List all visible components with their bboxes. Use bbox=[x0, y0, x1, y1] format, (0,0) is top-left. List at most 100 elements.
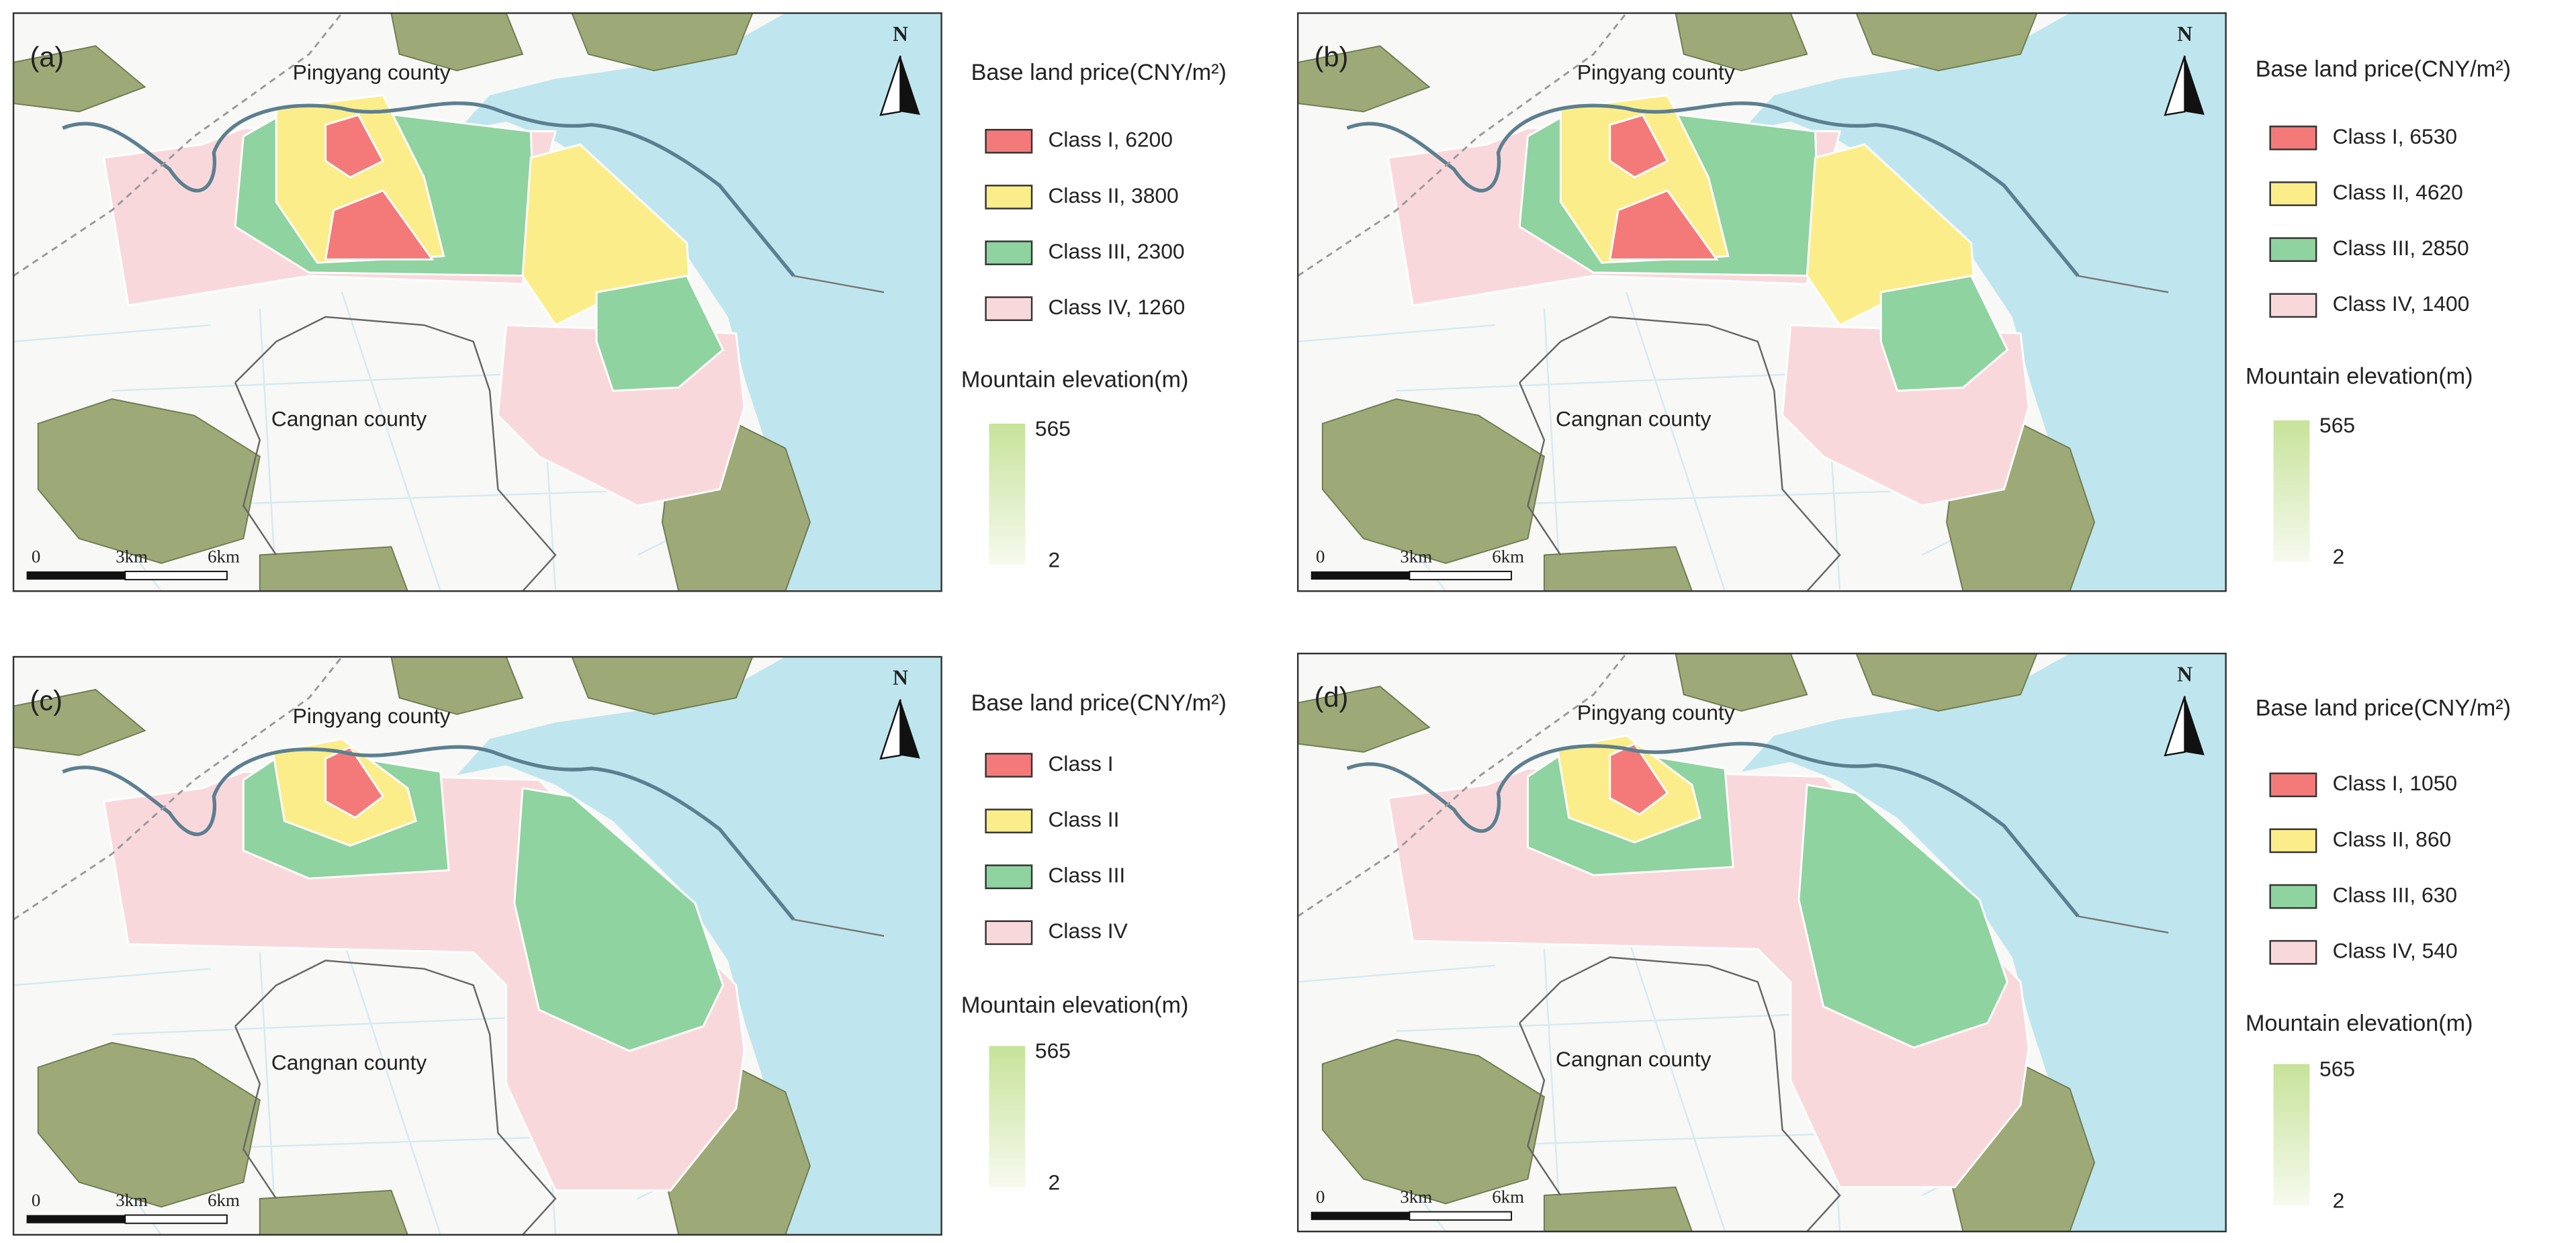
county-boundary bbox=[234, 316, 557, 592]
place-label: Pingyang county bbox=[1577, 700, 1735, 725]
panel-label: (b) bbox=[1315, 41, 1349, 73]
elevation-max: 565 bbox=[2319, 1057, 2355, 1081]
panel: (b) Pingyang county Cangnan county N 0 3km 6km… bbox=[1296, 12, 2511, 592]
scale-label: 0 bbox=[32, 547, 40, 567]
legend-swatch bbox=[985, 296, 1033, 322]
place-label: Cangnan county bbox=[1556, 1047, 1711, 1071]
scale-label: 0 bbox=[1316, 1187, 1325, 1207]
legend-label: Class II, 3800 bbox=[1049, 183, 1179, 208]
legend-label: Class III, 2850 bbox=[2333, 236, 2469, 260]
panel-label: (d) bbox=[1315, 682, 1349, 713]
mountain bbox=[571, 13, 754, 72]
elevation-bar bbox=[989, 1046, 1026, 1187]
mountain bbox=[37, 1042, 261, 1208]
legend: Base land price(CNY/m²) Class I, 1050 Clas… bbox=[2246, 695, 2511, 1212]
mountain bbox=[259, 546, 408, 592]
mountain bbox=[13, 688, 146, 756]
legend-swatch bbox=[985, 864, 1033, 890]
mountain bbox=[390, 13, 524, 72]
elevation-max: 565 bbox=[1035, 1039, 1071, 1063]
scale-label: 3km bbox=[116, 1190, 148, 1210]
legend-swatch bbox=[985, 185, 1033, 210]
legend-swatch bbox=[985, 753, 1033, 778]
mountain bbox=[1675, 653, 1808, 712]
legend-label: Class II, 4620 bbox=[2333, 180, 2463, 204]
county-boundary bbox=[1519, 316, 1841, 592]
mountain bbox=[390, 657, 524, 715]
canal bbox=[1298, 964, 1495, 983]
scale-label: 6km bbox=[208, 1190, 240, 1210]
place-label: Cangnan county bbox=[271, 1050, 427, 1074]
scale-bar bbox=[26, 571, 126, 580]
legend-swatch bbox=[985, 809, 1033, 833]
canal bbox=[1626, 932, 1726, 1232]
mountain bbox=[259, 1189, 408, 1235]
coast-line bbox=[793, 919, 885, 937]
panel-label: (c) bbox=[30, 685, 62, 717]
mountain bbox=[1543, 1186, 1693, 1232]
mountain bbox=[571, 657, 754, 715]
legend-label: Class II, 860 bbox=[2333, 827, 2452, 851]
mountain bbox=[1321, 1038, 1546, 1205]
elevation-max: 565 bbox=[2319, 413, 2355, 437]
river bbox=[1346, 741, 2080, 918]
legend-swatch bbox=[2269, 828, 2317, 854]
legend-label: Class IV, 1400 bbox=[2333, 291, 2470, 316]
place-label: Cangnan county bbox=[1556, 406, 1711, 430]
river bbox=[1346, 101, 2080, 277]
mountain bbox=[1675, 13, 1808, 72]
legend-title: Base land price(CNY/m²) bbox=[2256, 695, 2511, 721]
legend-label: Class III, 630 bbox=[2333, 882, 2457, 907]
scale-label: 3km bbox=[116, 547, 148, 567]
canal bbox=[1626, 291, 1726, 592]
legend: Base land price(CNY/m²) Class I, 6530 Clas… bbox=[2246, 56, 2511, 569]
canal bbox=[13, 324, 211, 342]
north-label: N bbox=[893, 22, 908, 46]
legend-label: Class I bbox=[1049, 751, 1114, 776]
legend-swatch bbox=[985, 128, 1033, 154]
north-arrow bbox=[2184, 696, 2205, 755]
north-arrow bbox=[900, 699, 920, 759]
mountain bbox=[1298, 686, 1431, 753]
land-price-zone bbox=[513, 786, 724, 1052]
legend-label: Class I, 1050 bbox=[2333, 771, 2457, 795]
canal bbox=[1396, 1013, 1791, 1032]
elevation-min: 2 bbox=[1049, 1170, 1061, 1194]
legend-label: Class IV, 540 bbox=[2333, 939, 2458, 963]
elevation-min: 2 bbox=[2333, 545, 2345, 569]
land-price-zone bbox=[595, 275, 725, 392]
land-price-zone bbox=[1609, 189, 1719, 261]
scale-bar bbox=[124, 1214, 228, 1224]
scale-label: 0 bbox=[32, 1190, 40, 1210]
elevation-min: 2 bbox=[2333, 1188, 2345, 1212]
place-label: Cangnan county bbox=[271, 406, 427, 430]
map-frame bbox=[1296, 12, 2227, 592]
place-label: Pingyang county bbox=[293, 704, 451, 728]
legend-title: Base land price(CNY/m²) bbox=[2256, 56, 2511, 82]
map-frame bbox=[1296, 652, 2227, 1233]
land-price-zone bbox=[324, 745, 385, 819]
scale-bar bbox=[1311, 571, 1410, 580]
panel: (d) Pingyang county Cangnan county N 0 3km 6km… bbox=[1296, 652, 2511, 1233]
map-frame bbox=[12, 655, 942, 1236]
map bbox=[13, 657, 942, 1235]
scale-label: 6km bbox=[208, 547, 240, 567]
map bbox=[13, 13, 942, 592]
sea bbox=[457, 13, 942, 592]
mountain bbox=[1543, 546, 1693, 592]
legend-swatch bbox=[985, 240, 1033, 265]
land-price-zone bbox=[1797, 784, 2009, 1049]
canal bbox=[1396, 373, 1791, 392]
legend-swatch bbox=[2269, 181, 2317, 206]
scale-label: 3km bbox=[1400, 1187, 1432, 1207]
north-arrow bbox=[2184, 56, 2205, 116]
coast-line bbox=[2078, 275, 2169, 293]
elevation-min: 2 bbox=[1049, 548, 1061, 572]
coast-line bbox=[793, 275, 885, 293]
legend-label: Class I, 6200 bbox=[1049, 128, 1173, 152]
scale-bar bbox=[1409, 570, 1513, 581]
legend-swatch bbox=[2269, 293, 2317, 318]
land-price-zone bbox=[1609, 113, 1669, 179]
legend-label: Class II bbox=[1049, 807, 1120, 831]
legend-swatch bbox=[2269, 884, 2317, 909]
